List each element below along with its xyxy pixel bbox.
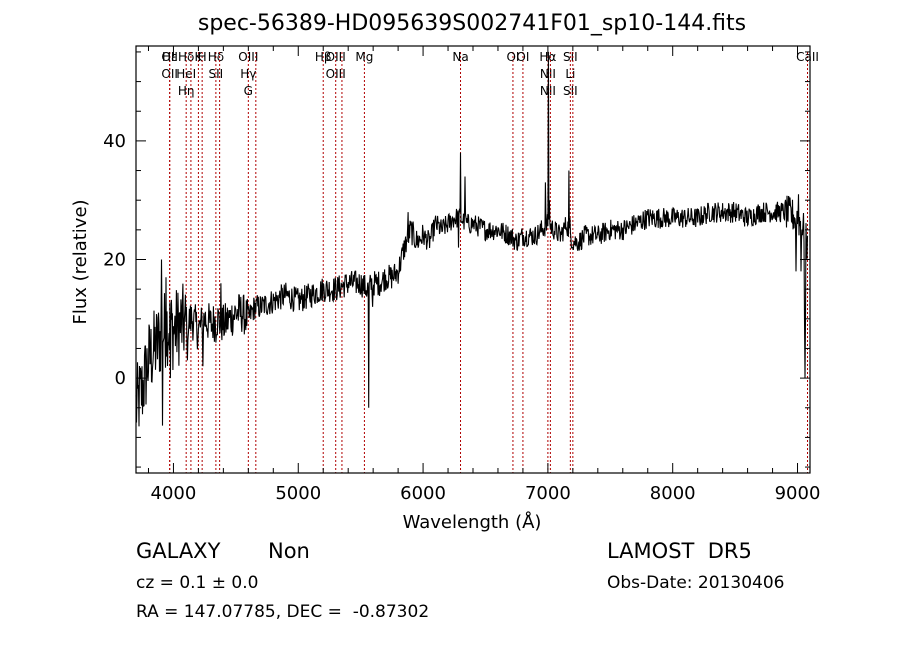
y-tick-label: 20 <box>103 250 126 271</box>
line-marker-label: SII <box>563 84 578 98</box>
line-marker-label: Hδ <box>178 50 194 64</box>
survey-name: LAMOST DR5 <box>607 539 752 563</box>
line-marker-label: Hε <box>162 50 178 64</box>
line-marker-label: Hγ <box>240 67 256 81</box>
spectrum-line-group <box>135 51 809 427</box>
x-tick-label: 4000 <box>151 483 197 504</box>
line-marker-label: Na <box>452 50 468 64</box>
y-axis-label: Flux (relative) <box>70 199 91 324</box>
redshift-value: cz = 0.1 ± 0.0 <box>136 573 259 593</box>
line-marker-label: OI <box>506 50 519 64</box>
line-marker-label: K <box>194 50 203 64</box>
line-marker-label: G <box>244 84 253 98</box>
x-tick-label: 6000 <box>400 483 446 504</box>
plot-frame <box>135 45 811 474</box>
line-marker-label: Li <box>565 67 575 81</box>
line-marker-label: Hη <box>178 84 195 98</box>
line-marker-label: SII <box>563 50 578 64</box>
line-marker-label: Hδ <box>208 50 224 64</box>
line-marker-label: OIII <box>326 67 346 81</box>
x-tick-label: 8000 <box>650 483 696 504</box>
x-tick-label: 7000 <box>525 483 571 504</box>
line-marker-label: SII <box>209 67 224 81</box>
line-marker-label: CaII <box>796 50 819 64</box>
line-marker-label: HeI <box>176 67 196 81</box>
spectrum-line <box>135 51 809 427</box>
x-tick-label: 9000 <box>775 483 821 504</box>
line-marker-label: OIII <box>238 50 258 64</box>
object-subclass: Non <box>268 539 310 563</box>
y-tick-label: 0 <box>115 368 126 389</box>
line-marker-label: Hβ <box>315 50 332 64</box>
x-axis-label: Wavelength (Å) <box>403 511 542 533</box>
object-class: GALAXY <box>136 539 221 563</box>
line-marker-label: H <box>198 50 207 64</box>
x-axis-ticks: 4000 5000 6000 7000 8000 9000 <box>147 46 821 504</box>
sky-coordinates: RA = 147.07785, DEC = -0.87302 <box>136 602 430 622</box>
line-marker-label: OIII <box>326 50 346 64</box>
y-tick-label: 40 <box>103 131 126 152</box>
line-marker-label: OI <box>516 50 529 64</box>
chart-title: spec-56389-HD095639S002741F01_sp10-144.f… <box>198 11 746 36</box>
x-tick-label: 5000 <box>275 483 321 504</box>
line-marker-label: Mg <box>355 50 373 64</box>
observation-date: Obs-Date: 20130406 <box>607 573 785 593</box>
y-axis-ticks: 0 20 40 <box>103 51 810 468</box>
